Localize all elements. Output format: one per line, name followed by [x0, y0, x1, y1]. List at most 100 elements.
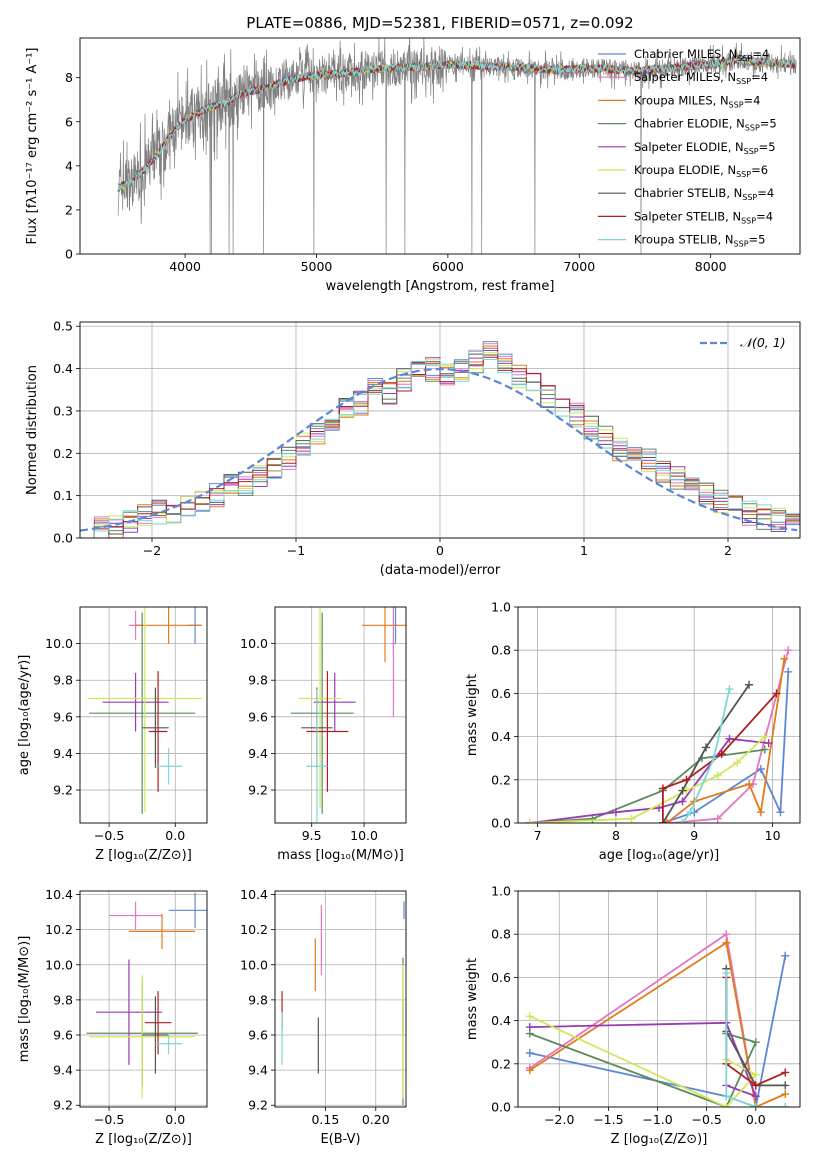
legend-label: Chabrier MILES, N — [634, 47, 737, 61]
errorbar-chabrier-miles — [168, 892, 207, 928]
series-kroupa-stelib — [678, 685, 734, 823]
legend-value: =5 — [749, 233, 766, 247]
errorbar-kroupa-miles — [128, 913, 196, 949]
axes-frame — [517, 890, 801, 1108]
y-tick-label: 10.0 — [240, 957, 268, 972]
figure-title: PLATE=0886, MJD=52381, FIBERID=0571, z=0… — [246, 14, 633, 32]
y-tick-label: 6 — [65, 114, 73, 129]
errorbar-salpeter-elodie — [102, 672, 169, 732]
x-tick-label: −1.5 — [593, 1112, 623, 1127]
x-tick-label: 0.0 — [165, 1112, 185, 1127]
y-tick-label: 0.2 — [53, 446, 73, 461]
y-tick-label: 1.0 — [491, 884, 511, 899]
legend-label: Salpeter ELODIE, N — [634, 140, 744, 154]
y-tick-label: 0.3 — [53, 403, 73, 418]
series-marker — [658, 819, 667, 823]
legend-entry: Salpeter ELODIE, NSSP=5 — [634, 140, 776, 156]
legend-value: =4 — [744, 93, 761, 107]
y-tick-label: 10.0 — [45, 957, 73, 972]
x-tick-label: −0.5 — [94, 828, 124, 843]
plot-content — [87, 607, 202, 814]
grid — [80, 322, 800, 539]
observed-spectrum — [117, 38, 797, 254]
x-tick-label: −2.0 — [544, 1112, 574, 1127]
y-tick-label: 0.0 — [53, 531, 73, 546]
histogram-kroupa-stelib — [80, 349, 800, 538]
series-marker — [722, 930, 731, 939]
x-tick-label: −0.5 — [94, 1112, 124, 1127]
x-tick-label: 10 — [765, 828, 781, 843]
series-marker — [751, 1103, 760, 1107]
x-axis-label: mass [log₁₀(M/M⊙)] — [277, 848, 404, 863]
ticks: 4000 5000 6000 7000 8000 0 2 4 6 8 — [65, 70, 727, 274]
series-marker — [525, 1023, 534, 1032]
errorbar-kroupa-stelib — [155, 747, 182, 785]
x-axis-label: E(B-V) — [320, 1132, 360, 1147]
plot-content — [290, 607, 406, 823]
legend-value: =4 — [751, 70, 768, 84]
series-marker — [678, 819, 687, 823]
plot-content — [117, 38, 797, 254]
series-marker — [751, 1081, 760, 1090]
plot-content — [525, 646, 793, 823]
legend-entry: Kroupa ELODIE, NSSP=6 — [634, 163, 768, 179]
legend: 𝒩(0, 1) — [700, 335, 786, 350]
grid — [275, 607, 406, 823]
plot-content — [86, 892, 207, 1099]
legend-label: Kroupa STELIB, N — [634, 233, 734, 247]
errorbar-chabrier-elodie — [290, 612, 354, 814]
y-tick-label: 9.2 — [53, 783, 73, 798]
series-kroupa-elodie — [525, 1012, 760, 1107]
errorbar-salpeter-stelib — [148, 671, 168, 792]
panel-age-vs-Z: −0.5 0.0 9.2 9.4 9.6 9.8 10.0 Z [log₁₀(Z/Z⊙)] ag… — [17, 606, 208, 863]
panel-spectrum: 4000 5000 6000 7000 8000 0 2 4 6 8 wavelength [Ang… — [25, 37, 801, 294]
y-tick-label: 9.6 — [53, 709, 73, 724]
y-axis-label: mass [log₁₀(M/M⊙)] — [17, 936, 32, 1063]
x-tick-label: 9.5 — [302, 828, 322, 843]
gaussian-curve — [80, 367, 798, 532]
y-tick-label: 10.4 — [45, 887, 73, 902]
grid — [80, 607, 207, 823]
y-tick-label: 10.0 — [45, 636, 73, 651]
series-marker — [722, 969, 731, 978]
series-marker — [525, 1049, 534, 1057]
series-marker — [756, 808, 765, 817]
series-kroupa-stelib — [722, 969, 790, 1107]
y-tick-label: 0.5 — [53, 319, 73, 334]
series-marker — [784, 646, 793, 655]
x-tick-label: 9 — [690, 828, 698, 843]
series-marker — [781, 951, 790, 960]
series-marker — [751, 1092, 760, 1101]
y-tick-label: 0.6 — [491, 970, 511, 985]
legend-sub: SSP — [741, 216, 756, 225]
legend-entry: 𝒩(0, 1) — [740, 335, 786, 350]
y-tick-label: 0.1 — [53, 488, 73, 503]
legend-sub: SSP — [742, 193, 757, 202]
x-tick-label: −2 — [143, 543, 161, 558]
series-line — [681, 688, 731, 823]
errorbar-salpeter-miles — [109, 901, 163, 930]
series-line — [529, 1021, 758, 1098]
y-tick-label: 0.8 — [491, 643, 511, 658]
x-tick-label: 1 — [580, 543, 588, 558]
x-tick-label: 0.15 — [311, 1112, 339, 1127]
x-tick-label: 10.0 — [350, 828, 378, 843]
y-tick-label: 0.6 — [491, 686, 511, 701]
grid — [518, 890, 800, 1108]
series-marker — [776, 808, 785, 817]
series-marker — [760, 745, 769, 754]
y-tick-label: 10.2 — [45, 922, 73, 937]
legend-entry: Kroupa MILES, NSSP=4 — [634, 93, 760, 109]
legend-sub: SSP — [729, 100, 744, 109]
y-tick-label: 0.0 — [491, 816, 511, 831]
panel-mass-vs-Z: −0.5 0.0 9.2 9.4 9.6 9.8 10.0 10.2 10.4 Z [log₁₀(… — [17, 887, 208, 1147]
x-tick-label: 0 — [436, 543, 444, 558]
series-salpeter-stelib — [658, 689, 781, 823]
series-marker — [751, 1070, 760, 1079]
series-marker — [781, 1068, 790, 1077]
grid — [80, 891, 207, 1107]
ticks: 9.5 10.0 9.2 9.4 9.6 9.8 10.0 — [240, 636, 378, 843]
legend-label: Chabrier STELIB, N — [634, 186, 742, 200]
